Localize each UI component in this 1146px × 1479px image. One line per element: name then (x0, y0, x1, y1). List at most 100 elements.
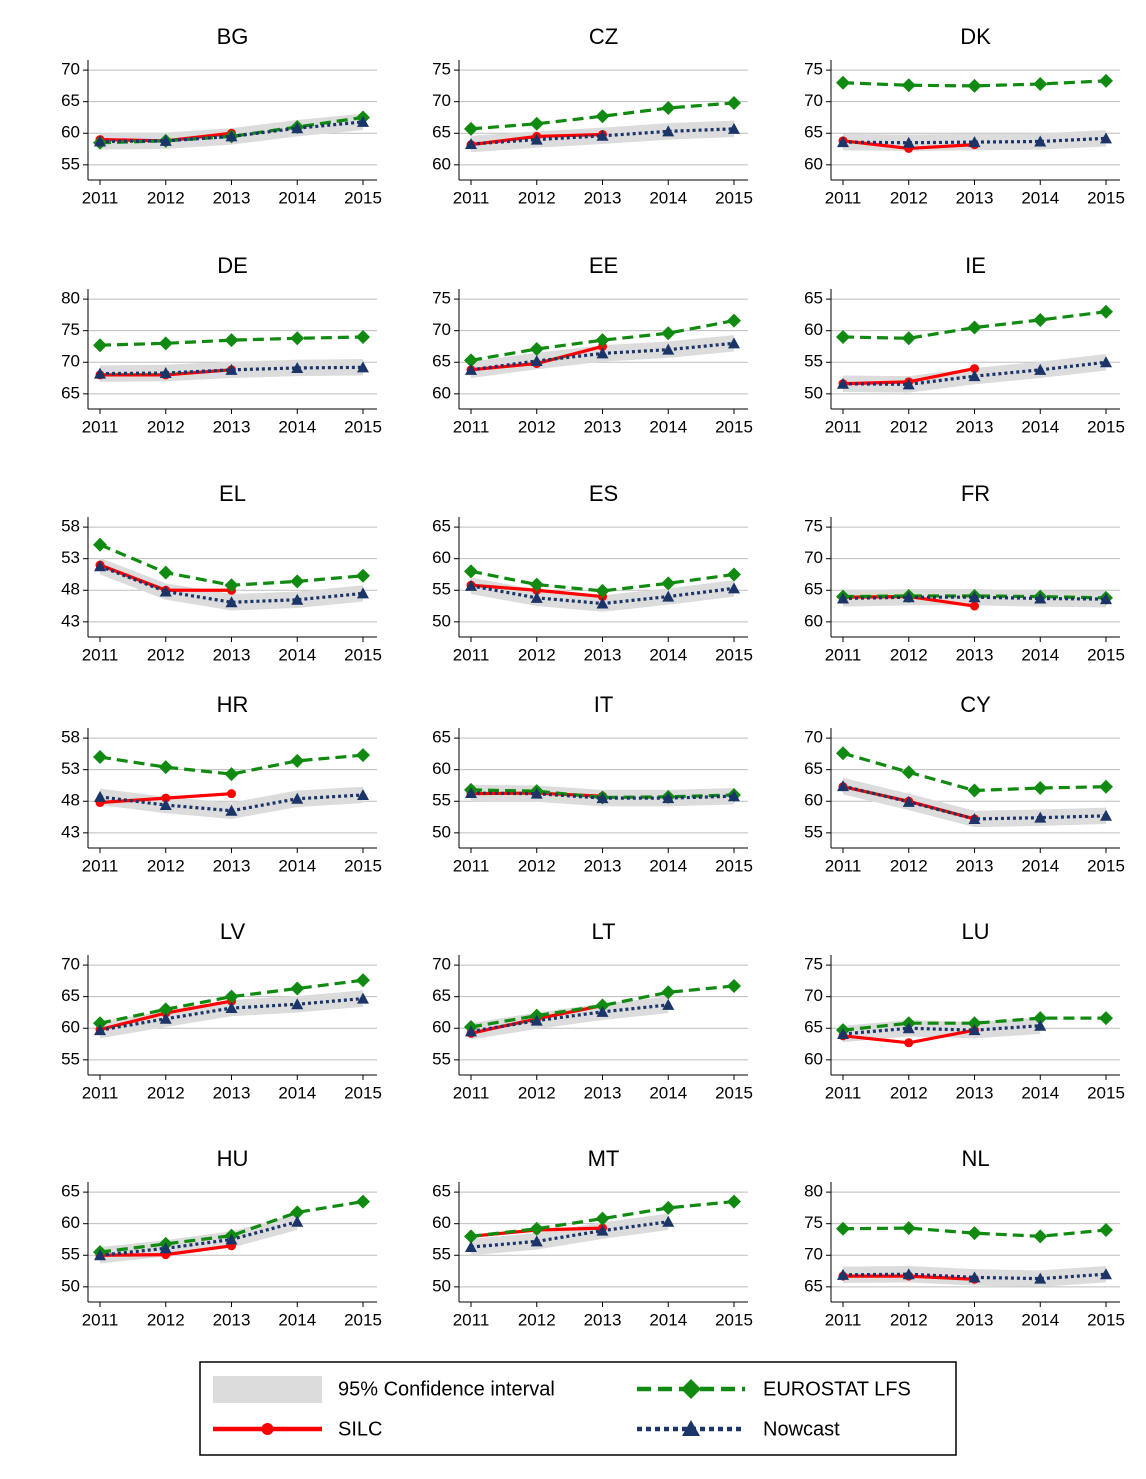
y-tick-label: 65 (61, 1182, 80, 1201)
marker (1099, 779, 1113, 794)
x-tick-label: 2014 (1021, 645, 1059, 664)
panel-title: LT (591, 919, 615, 944)
series-line (470, 1199, 735, 1238)
y-tick-label: 53 (61, 759, 80, 778)
marker (902, 378, 915, 390)
y-tick-label: 65 (804, 289, 823, 308)
marker (727, 95, 741, 110)
legend-box (199, 1361, 957, 1456)
x-tick-label: 2014 (278, 417, 316, 436)
x-tick-label: 2015 (1087, 645, 1125, 664)
marker (224, 578, 239, 593)
marker (529, 577, 544, 592)
marker (837, 1268, 849, 1280)
y-tick-label: 55 (61, 1245, 80, 1264)
panel-title: IE (965, 253, 986, 278)
x-tick-label: 2011 (82, 645, 119, 664)
x-tick-label: 2011 (82, 1310, 119, 1329)
x-tick-label: 2013 (584, 645, 622, 664)
marker (159, 1012, 172, 1024)
marker (837, 136, 849, 148)
x-tick-label: 2012 (518, 188, 556, 207)
y-tick-label: 75 (804, 517, 823, 536)
panel-title: CY (960, 692, 991, 717)
marker (290, 1205, 305, 1220)
series-line (99, 564, 364, 604)
y-tick-label: 48 (61, 791, 80, 810)
x-tick-label: 2013 (584, 1083, 622, 1102)
y-tick-label: 70 (804, 728, 823, 747)
series-line (470, 791, 735, 800)
marker (464, 564, 478, 579)
series-line (470, 319, 735, 362)
y-tick-label: 65 (432, 728, 451, 747)
x-tick-label: 2012 (147, 417, 185, 436)
marker (901, 331, 916, 346)
x-tick-label: 2015 (715, 856, 753, 875)
marker (225, 363, 238, 375)
panel-title: DE (217, 253, 248, 278)
marker (356, 568, 370, 583)
x-tick-label: 2011 (825, 188, 862, 207)
marker (158, 565, 173, 580)
x-tick-label: 2013 (956, 856, 994, 875)
marker (291, 361, 304, 373)
x-tick-label: 2014 (1021, 417, 1059, 436)
x-tick-label: 2012 (518, 1310, 556, 1329)
x-tick-label: 2015 (1087, 417, 1125, 436)
marker (902, 591, 915, 603)
marker (1034, 1019, 1047, 1031)
panel-title: LV (220, 919, 246, 944)
x-tick-label: 2015 (1087, 1310, 1125, 1329)
x-tick-label: 2012 (890, 1083, 928, 1102)
series-line (842, 1016, 1106, 1032)
y-tick-label: 53 (61, 548, 80, 567)
marker (464, 1229, 478, 1244)
marker (728, 582, 740, 594)
y-tick-label: 65 (61, 91, 80, 110)
marker (902, 1022, 915, 1034)
x-tick-label: 2012 (147, 1310, 185, 1329)
y-tick-label: 50 (432, 611, 451, 630)
marker (662, 998, 675, 1010)
x-tick-label: 2014 (1021, 1083, 1059, 1102)
marker (1099, 1011, 1113, 1026)
legend-label: EUROSTAT LFS (763, 1378, 911, 1400)
panel-title: LU (961, 919, 989, 944)
y-tick-label: 65 (61, 986, 80, 1005)
legend-label: 95% Confidence interval (338, 1378, 555, 1400)
x-tick-label: 2014 (278, 1083, 316, 1102)
marker (465, 363, 477, 375)
y-tick-label: 55 (61, 1049, 80, 1068)
marker (596, 129, 609, 141)
marker (356, 330, 370, 344)
marker (836, 1221, 850, 1236)
series-line (99, 120, 364, 144)
marker (727, 1194, 741, 1209)
y-tick-label: 60 (432, 1018, 451, 1037)
y-tick-label: 80 (804, 1182, 823, 1201)
y-tick-label: 60 (432, 548, 451, 567)
marker (93, 338, 107, 353)
marker (661, 1200, 676, 1215)
marker (1034, 1272, 1047, 1284)
series-line (470, 788, 735, 800)
marker (967, 1016, 982, 1031)
y-tick-label: 65 (804, 1276, 823, 1295)
x-tick-label: 2013 (213, 856, 251, 875)
marker (727, 978, 741, 993)
marker (837, 592, 849, 604)
y-tick-label: 65 (804, 123, 823, 142)
marker (595, 1211, 610, 1226)
panel-title: HR (217, 692, 249, 717)
y-tick-label: 70 (804, 1245, 823, 1264)
series-line (470, 127, 735, 146)
marker (1034, 363, 1047, 375)
series-line (842, 136, 1107, 145)
x-tick-label: 2015 (715, 188, 753, 207)
series-line (842, 79, 1107, 88)
x-tick-label: 2012 (890, 645, 928, 664)
series-line (842, 1024, 1041, 1036)
x-tick-label: 2014 (278, 188, 316, 207)
x-tick-label: 2013 (213, 417, 251, 436)
